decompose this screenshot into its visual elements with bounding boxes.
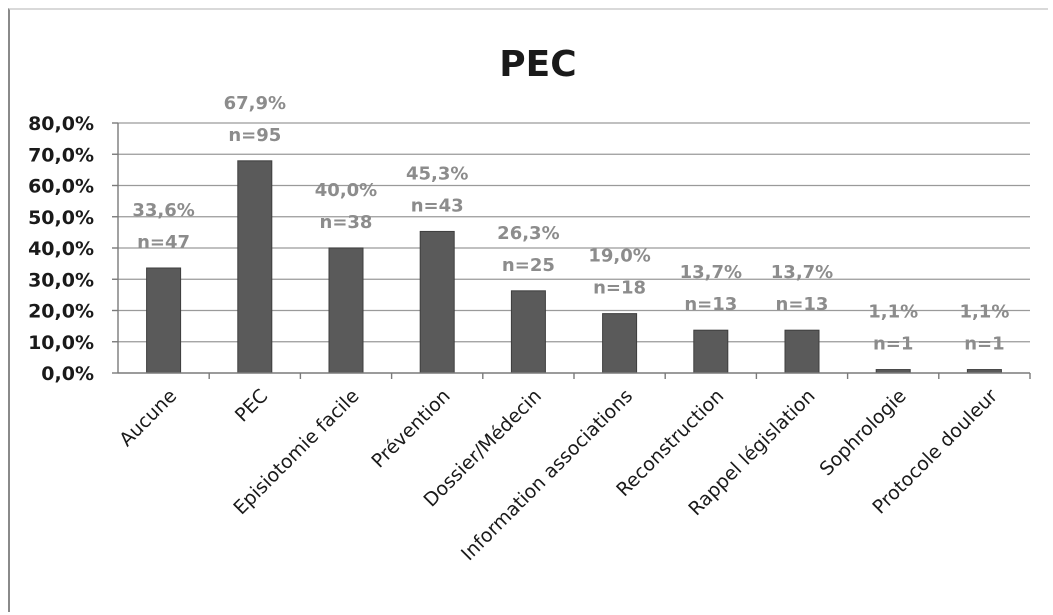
bar [602,313,638,374]
data-label-count: n=1 [964,334,1004,355]
data-label-count: n=95 [228,125,281,146]
y-tick-label: 0,0% [41,363,94,385]
bar [419,230,455,374]
data-label-percent: 45,3% [406,163,468,184]
y-tick-label: 40,0% [28,238,94,260]
data-label-percent: 67,9% [224,93,286,114]
data-label-percent: 19,0% [588,246,650,267]
data-label-count: n=43 [411,195,464,216]
data-label-count: n=38 [320,212,373,233]
bar [693,329,729,374]
data-label-count: n=1 [873,334,913,355]
data-label-percent: 1,1% [868,302,918,323]
data-label-percent: 1,1% [959,302,1009,323]
gridlines [118,122,1030,343]
data-label-percent: 26,3% [497,223,559,244]
data-label-percent: 40,0% [315,180,377,201]
y-tick-label: 50,0% [28,207,94,229]
data-label-percent: 13,7% [771,262,833,283]
bars [146,160,1002,374]
data-label-count: n=13 [684,294,737,315]
x-tick-label: PEC [231,385,273,427]
bar [146,267,182,374]
data-label-count: n=25 [502,255,555,276]
bar [328,247,364,374]
x-tick-label: Prévention [367,385,454,472]
y-tick-label: 70,0% [28,144,94,166]
bar [510,290,546,374]
y-axis-ticks: 0,0% 10,0% 20,0% 30,0% 40,0% 50,0% 60,0% 70,0% 8… [28,113,118,385]
y-tick-label: 30,0% [28,269,94,291]
bar [237,160,273,374]
data-label-count: n=47 [137,232,190,253]
data-label-count: n=13 [776,294,829,315]
x-tick-label: Sophrologie [815,385,910,480]
data-label-count: n=18 [593,278,646,299]
data-label-percent: 33,6% [132,200,194,221]
y-tick-label: 20,0% [28,301,94,323]
x-tick-label: Aucune [115,385,181,451]
y-tick-label: 10,0% [28,332,94,354]
y-tick-label: 80,0% [28,113,94,135]
data-label-percent: 13,7% [680,262,742,283]
chart-title: PEC [499,44,576,85]
y-tick-label: 60,0% [28,176,94,198]
data-labels: 33,6% n=47 67,9% n=95 40,0% n=38 45,3% n=43 26,3… [132,93,1009,355]
x-tick-label: Information associations [457,385,637,565]
bar [784,329,820,374]
